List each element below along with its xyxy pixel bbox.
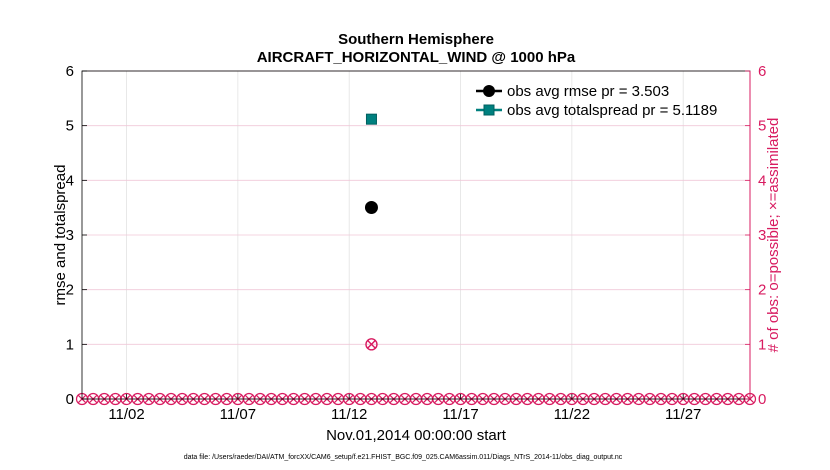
x-ticks: 11/02 11/07 11/12 11/17 11/22 11/27 <box>108 394 701 423</box>
x-tick-label: 11/12 <box>331 406 367 423</box>
right-tick-label: 6 <box>758 63 766 80</box>
right-tick-label: 3 <box>758 227 766 244</box>
left-tick-label: 5 <box>66 118 74 135</box>
left-tick-label: 0 <box>66 391 74 408</box>
obs-assimilated-marker <box>367 340 376 349</box>
x-axis-label: Nov.01,2014 00:00:00 start <box>326 427 507 444</box>
totalspread-point <box>365 113 377 125</box>
right-y-ticks: 0 1 2 3 4 5 6 <box>745 63 766 408</box>
x-tick-label: 11/17 <box>442 406 478 423</box>
chart-title: Southern Hemisphere <box>338 31 494 48</box>
legend-label: obs avg totalspread pr = 5.1189 <box>507 102 717 119</box>
right-tick-label: 4 <box>758 172 766 189</box>
left-y-ticks: 0 1 2 3 4 5 6 <box>66 63 87 408</box>
obs-count-markers <box>75 338 757 406</box>
right-tick-label: 5 <box>758 118 766 135</box>
right-tick-label: 0 <box>758 391 766 408</box>
grid-lines <box>82 70 750 400</box>
data-markers <box>364 113 378 215</box>
legend-rmse-marker <box>483 85 495 97</box>
legend: obs avg rmse pr = 3.503 obs avg totalspre… <box>476 83 717 119</box>
legend-label: obs avg rmse pr = 3.503 <box>507 83 669 100</box>
obs-possible-marker <box>365 338 378 351</box>
left-tick-label: 2 <box>66 282 74 299</box>
x-tick-label: 11/07 <box>220 406 256 423</box>
legend-totalspread-marker <box>483 104 495 116</box>
y2-axis-label: # of obs: o=possible; ×=assimilated <box>765 118 782 353</box>
left-tick-label: 4 <box>66 172 74 189</box>
right-tick-label: 2 <box>758 282 766 299</box>
x-tick-label: 11/22 <box>554 406 590 423</box>
data-file-footnote: data file: /Users/raeder/DAI/ATM_forcXX/… <box>184 454 623 461</box>
left-tick-label: 3 <box>66 227 74 244</box>
right-tick-label: 1 <box>758 336 766 353</box>
y-axis-label: rmse and totalspread <box>52 165 69 306</box>
rmse-point <box>364 201 378 215</box>
x-tick-label: 11/27 <box>665 406 701 423</box>
chart-subtitle: AIRCRAFT_HORIZONTAL_WIND @ 1000 hPa <box>257 49 576 66</box>
left-tick-label: 6 <box>66 63 74 80</box>
x-tick-label: 11/02 <box>108 406 144 423</box>
left-tick-label: 1 <box>66 336 74 353</box>
